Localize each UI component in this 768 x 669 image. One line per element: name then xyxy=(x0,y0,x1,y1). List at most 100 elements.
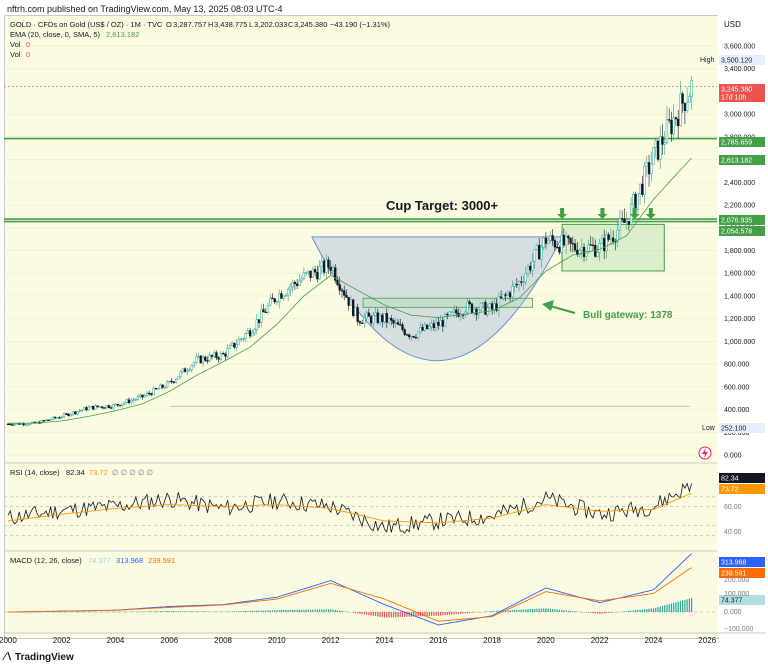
macd-hist-bar xyxy=(610,612,612,613)
price-tick: 0.000 xyxy=(724,453,742,460)
macd-hist-bar xyxy=(260,610,262,612)
candle-body xyxy=(316,271,319,280)
macd-hist-bar xyxy=(608,612,610,613)
candle-body xyxy=(266,305,270,313)
candle-body xyxy=(222,353,225,355)
candle-body xyxy=(647,162,651,175)
legend-vol-value: 0 xyxy=(26,40,30,49)
candle-body xyxy=(309,270,312,278)
candle-body xyxy=(168,380,171,383)
candle-body xyxy=(11,424,14,426)
candle-body xyxy=(300,278,303,282)
candle-body xyxy=(134,399,137,401)
macd-hist-bar xyxy=(157,611,159,612)
candle-body xyxy=(652,147,655,165)
level-tags: 2,785.659 2,613.182 2,076.935 2,054.578 xyxy=(719,137,765,236)
macd-hist-bar xyxy=(540,608,543,612)
legend-open-label: O xyxy=(166,20,172,29)
candle-body xyxy=(538,244,541,260)
macd-hist-bar xyxy=(280,610,283,612)
candle-body xyxy=(118,404,122,407)
candle-body xyxy=(412,336,415,338)
candle-body xyxy=(594,244,597,257)
macd-hist-bar xyxy=(188,611,191,612)
candle-body xyxy=(372,315,375,324)
candle-body xyxy=(479,303,483,311)
macd-hist-bar xyxy=(377,612,379,617)
candle-body xyxy=(668,119,671,121)
candle-body xyxy=(493,303,496,310)
candle-body xyxy=(578,249,581,256)
candle-body xyxy=(542,237,545,248)
macd-tick-200: 200.000 xyxy=(724,577,749,584)
macd-hist-bar xyxy=(464,612,466,614)
candle-body xyxy=(549,235,552,241)
macd-hist-bar xyxy=(435,612,437,616)
candle-body xyxy=(190,365,193,371)
candle-body xyxy=(287,288,290,296)
macd-hist-bar xyxy=(513,609,516,612)
bull-gateway-label: Bull gateway: 1378 xyxy=(583,310,673,321)
macd-hist-bar xyxy=(368,612,370,616)
macd-tag-macd: 313.968 xyxy=(721,560,746,567)
macd-hist-bar xyxy=(265,610,267,612)
macd-hist-bar xyxy=(206,611,209,612)
candle-body xyxy=(531,261,534,271)
x-tick-2018: 2018 xyxy=(483,636,501,645)
macd-hist-bar xyxy=(267,610,269,612)
macd-hist-bar xyxy=(552,608,554,612)
candle-body xyxy=(596,251,599,257)
price-tick: 2,400.000 xyxy=(724,180,755,187)
arrow-down-icon xyxy=(600,208,605,214)
tradingview-logo[interactable]: ⁄∖ TradingView xyxy=(4,652,74,663)
macd-hist-bar xyxy=(379,612,381,617)
macd-hist-bar xyxy=(520,609,522,612)
macd-hist-bar xyxy=(327,609,330,612)
macd-hist-bar xyxy=(343,611,345,612)
ema-line xyxy=(8,157,692,424)
candle-body xyxy=(130,400,133,404)
candle-body xyxy=(141,394,144,398)
candle-body xyxy=(354,307,357,316)
candle-body xyxy=(688,96,691,103)
macd-hist-bar xyxy=(139,611,141,612)
candle-body xyxy=(273,298,276,303)
macd-hist-bar xyxy=(558,609,560,612)
footer-brand: TradingView xyxy=(15,652,74,663)
candle-body xyxy=(313,269,317,273)
macd-hist-bar xyxy=(426,612,428,617)
macd-hist-bar xyxy=(253,610,256,612)
candle-body xyxy=(215,352,218,359)
candle-body xyxy=(470,303,474,313)
rsi-line xyxy=(7,482,692,534)
macd-hist-bar xyxy=(410,612,413,617)
candle-body xyxy=(197,355,200,358)
candle-body xyxy=(569,237,572,244)
macd-hist-bar xyxy=(251,610,253,612)
price-axis[interactable] xyxy=(718,15,766,637)
macd-hist-bar xyxy=(153,611,155,612)
candle-body xyxy=(553,240,557,248)
candle-body xyxy=(567,235,570,239)
candle-body xyxy=(58,417,61,419)
rsi-tag-value: 82.34 xyxy=(721,476,739,483)
candle-body xyxy=(517,281,521,286)
candle-body xyxy=(340,289,344,292)
legend-high-value: 3,438.775 xyxy=(214,20,247,29)
price-tick: 1,600.000 xyxy=(724,271,755,278)
legend-high-label: H xyxy=(208,20,213,29)
candle-body xyxy=(199,355,202,364)
macd-hist-bar xyxy=(323,609,325,612)
candle-body xyxy=(473,308,476,313)
candle-body xyxy=(80,409,84,412)
macd-hist-bar xyxy=(141,611,144,612)
candle-body xyxy=(56,417,59,419)
chart-area[interactable] xyxy=(4,15,719,639)
candle-body xyxy=(600,238,604,244)
candle-body xyxy=(497,296,501,311)
candle-body xyxy=(347,297,350,306)
macd-hist-bar xyxy=(195,611,197,612)
lightning-icon[interactable] xyxy=(698,446,712,460)
candle-body xyxy=(661,136,664,145)
